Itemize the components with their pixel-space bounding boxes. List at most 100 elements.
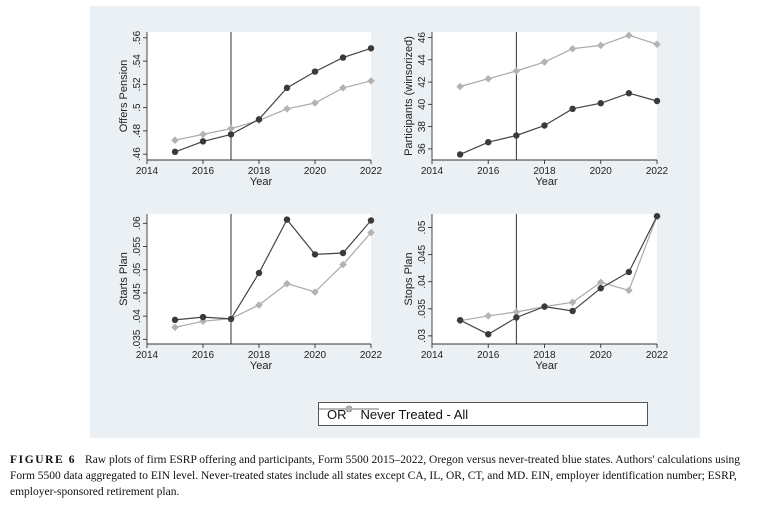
panel-1-y-tick-label-2: .5 bbox=[132, 103, 143, 112]
panel-4-series-or-point-2022 bbox=[653, 212, 661, 220]
panel-3-x-tick-label-3: 2020 bbox=[304, 350, 327, 361]
legend-never-treated-symbol bbox=[319, 405, 379, 413]
panel-1-y-tick-label-1: .48 bbox=[132, 124, 143, 138]
panel-3-x-tick-label-2: 2018 bbox=[248, 350, 271, 361]
panel-2-series-never-treated-point-2021 bbox=[625, 31, 633, 40]
panel-3-series-never-treated-point-2019 bbox=[283, 279, 291, 288]
panel-1-plot-area bbox=[147, 32, 371, 160]
panel-2-x-tick-label-4: 2022 bbox=[646, 166, 669, 177]
panel-4-series-or-point-2015 bbox=[456, 316, 464, 324]
panel-1-series-never-treated-line bbox=[174, 80, 372, 141]
panel-3-series-or-point-2022 bbox=[367, 217, 375, 224]
panel-4-x-tick-label-2: 2018 bbox=[533, 350, 556, 361]
panel-3-series-never-treated-line bbox=[174, 232, 372, 328]
panel-4-series-or-line bbox=[459, 215, 658, 335]
panel-1-y-tick-label-3: .52 bbox=[132, 77, 143, 91]
panel-3-series-or-line bbox=[174, 218, 372, 321]
panel-3-series-never-treated-point-2018 bbox=[255, 301, 263, 309]
panel-3-series-never-treated-point-2020 bbox=[311, 288, 319, 296]
panel-2-series-or-point-2019 bbox=[569, 105, 576, 113]
panel-1-series-never-treated-point-2016 bbox=[199, 130, 207, 139]
panel-4-series-never-treated-point-2021 bbox=[625, 286, 633, 295]
panel-3-series-or-point-2017 bbox=[227, 315, 235, 323]
panel-3-series-never-treated-point-2021 bbox=[339, 260, 347, 269]
figure-panel: .46 .48 .5 .52 .54 .56 2014 2016 2018 2020 2022 Yea… bbox=[90, 6, 700, 438]
panel-4-x-tick-label-0: 2014 bbox=[421, 350, 444, 361]
panel-2-series-never-treated-line bbox=[459, 34, 658, 88]
panel-3-x-tick-label-1: 2016 bbox=[192, 350, 215, 361]
panel-3-y-tick-label-1: .04 bbox=[132, 309, 143, 323]
panel-2-series-never-treated-point-2016 bbox=[484, 74, 493, 83]
panel-2-series-or-point-2015 bbox=[456, 151, 464, 158]
panel-1-series-never-treated-point-2015 bbox=[171, 136, 179, 145]
panel-2-series-or-point-2022 bbox=[653, 97, 661, 105]
panel-4-series-or-point-2018 bbox=[541, 303, 548, 310]
panel-3-y-axis-title: Starts Plan bbox=[118, 252, 130, 306]
panel-2-y-tick-label-4: 44 bbox=[417, 54, 428, 66]
panel-1-series-or-point-2018 bbox=[255, 116, 263, 123]
panel-1-x-tick-label-0: 2014 bbox=[136, 166, 159, 177]
panel-4-x-axis-title: Year bbox=[535, 360, 558, 372]
panel-3-series-or-point-2020 bbox=[311, 251, 319, 258]
panel-1-series-or-point-2015 bbox=[171, 148, 179, 156]
panel-1-series-never-treated-point-2021 bbox=[339, 84, 347, 92]
panel-4-x-tick-label-1: 2016 bbox=[477, 350, 500, 361]
panel-1-y-axis-title: Offers Pension bbox=[118, 60, 130, 133]
panel-1-series-or-point-2021 bbox=[339, 54, 347, 61]
panel-2-x-tick-label-2: 2018 bbox=[533, 166, 556, 177]
legend-never-treated-label: Never Treated - All bbox=[360, 406, 469, 422]
panel-3-series-or-point-2015 bbox=[171, 316, 179, 324]
panel-4-y-tick-label-4: .05 bbox=[417, 220, 428, 234]
panel-4-series-or-point-2019 bbox=[569, 307, 576, 315]
panel-1-y-tick-label-4: .54 bbox=[132, 54, 143, 68]
panel-4-x-tick-label-4: 2022 bbox=[646, 350, 669, 361]
panel-1-series-or-point-2020 bbox=[311, 68, 319, 75]
panel-4-series-or-point-2016 bbox=[485, 331, 492, 338]
panel-2-x-axis-title: Year bbox=[535, 176, 558, 188]
panel-2-series-or-line bbox=[459, 92, 658, 155]
panel-4-x-tick-label-3: 2020 bbox=[590, 350, 613, 361]
panel-2-x-tick-label-0: 2014 bbox=[421, 166, 444, 177]
panel-2-y-tick-label-5: 46 bbox=[417, 32, 428, 44]
panel-4-series-or-point-2021 bbox=[625, 268, 633, 276]
chart-grid: .46 .48 .5 .52 .54 .56 2014 2016 2018 2020 2022 Yea… bbox=[118, 30, 669, 372]
panel-1-series-never-treated-point-2019 bbox=[283, 105, 291, 113]
legend-item-never-treated: Never Treated - All bbox=[319, 405, 469, 422]
panel-3-y-tick-label-3: .05 bbox=[132, 262, 143, 276]
figure-caption: FIGURE 6 Raw plots of firm ESRP offering… bbox=[10, 452, 762, 500]
panel-2-plot-area bbox=[432, 32, 657, 160]
panel-3-y-tick-label-5: .06 bbox=[132, 216, 143, 230]
panel-1-x-tick-label-4: 2022 bbox=[360, 166, 383, 177]
panel-2-x-tick-label-1: 2016 bbox=[477, 166, 500, 177]
panel-3-series-or-point-2018 bbox=[255, 269, 263, 277]
legend: OR Never Treated - All bbox=[318, 402, 648, 426]
panel-3-y-tick-label-2: .045 bbox=[132, 283, 143, 303]
panel-1-y-tick-label-0: .46 bbox=[132, 147, 143, 161]
panel-3-series-or-point-2019 bbox=[283, 216, 291, 223]
panel-3-x-tick-label-4: 2022 bbox=[360, 350, 383, 361]
panel-4-plot-area bbox=[432, 214, 657, 344]
panel-4-series-or-point-2017 bbox=[513, 314, 520, 321]
panel-2-series-or-point-2020 bbox=[597, 100, 604, 107]
panel-4-y-tick-label-2: .04 bbox=[417, 274, 428, 288]
panel-2-series-never-treated-point-2020 bbox=[596, 41, 605, 50]
panel-4-series-never-treated-point-2016 bbox=[484, 312, 493, 320]
panel-2-y-tick-label-2: 40 bbox=[417, 98, 428, 110]
panel-1-series-never-treated-point-2020 bbox=[311, 99, 319, 107]
panel-3-y-tick-label-4: .055 bbox=[132, 236, 143, 256]
panel-4-y-tick-label-1: .035 bbox=[417, 299, 428, 319]
panel-1-series-never-treated-point-2022 bbox=[367, 77, 375, 85]
panel-1-x-tick-label-1: 2016 bbox=[192, 166, 215, 177]
panel-4-y-tick-label-3: .045 bbox=[417, 244, 428, 264]
panel-1-series-or-point-2017 bbox=[227, 131, 235, 138]
panel-2-y-axis-title: Participants (winsorized) bbox=[403, 36, 415, 156]
panel-3-series-or-point-2016 bbox=[199, 313, 207, 321]
panel-4-y-axis-title: Stops Plan bbox=[403, 252, 415, 305]
panel-2-series-never-treated-point-2022 bbox=[653, 40, 661, 49]
panel-4-series-or-point-2020 bbox=[597, 285, 604, 292]
panel-1-series-never-treated-point-2017 bbox=[227, 124, 235, 133]
panel-1-y-tick-label-5: .56 bbox=[132, 30, 143, 44]
panel-1-series-or-line bbox=[174, 47, 372, 153]
panel-2-y-tick-label-0: 36 bbox=[417, 143, 428, 155]
panel-3-series-never-treated-point-2015 bbox=[171, 323, 179, 332]
